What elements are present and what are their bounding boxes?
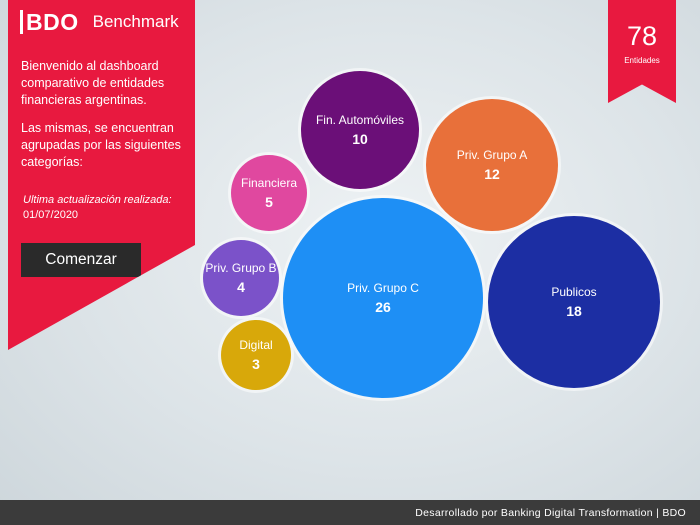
- bubble-priv-grupo-b[interactable]: Priv. Grupo B 4: [203, 240, 279, 316]
- bubble-label: Fin. Automóviles: [315, 113, 405, 127]
- footer: Desarrollado por Banking Digital Transfo…: [0, 500, 700, 525]
- bubble-value: 18: [566, 303, 582, 319]
- bubble-value: 26: [375, 299, 391, 315]
- last-update-label: Ultima actualización realizada:: [23, 194, 172, 206]
- bubble-publicos[interactable]: Publicos 18: [488, 216, 660, 388]
- bubble-label: Financiera: [240, 176, 298, 190]
- bubble-value: 10: [352, 131, 368, 147]
- category-bubbles: Fin. Automóviles 10 Priv. Grupo A 12 Fin…: [203, 71, 660, 398]
- entities-label: Entidades: [624, 56, 660, 65]
- last-update-date: 01/07/2020: [23, 209, 79, 221]
- bubble-label: Priv. Grupo B: [205, 261, 277, 275]
- bubble-label: Priv. Grupo C: [347, 281, 419, 295]
- bubble-label: Priv. Grupo A: [456, 148, 528, 162]
- welcome-text: Bienvenido al dashboard comparativo de e…: [21, 59, 165, 107]
- bdo-logo: BDO: [20, 10, 79, 34]
- bubble-priv-grupo-a[interactable]: Priv. Grupo A 12: [426, 99, 558, 231]
- app-title: Benchmark: [92, 12, 179, 31]
- footer-text: Desarrollado por Banking Digital Transfo…: [415, 506, 686, 519]
- bubble-value: 4: [237, 279, 245, 295]
- bubble-value: 3: [252, 356, 260, 372]
- bubble-label: Digital: [239, 338, 273, 352]
- bubble-financiera[interactable]: Financiera 5: [231, 155, 307, 231]
- intro-panel: BDO Benchmark Bienvenido al dashboard co…: [8, 0, 195, 350]
- last-update: Ultima actualización realizada: 01/07/20…: [23, 193, 188, 223]
- entities-count: 78: [626, 21, 658, 51]
- brand: BDO Benchmark: [20, 10, 179, 34]
- bubble-priv-grupo-c[interactable]: Priv. Grupo C 26: [283, 198, 483, 398]
- bubble-value: 5: [265, 194, 273, 210]
- bubble-value: 12: [484, 166, 500, 182]
- categories-intro-text: Las mismas, se encuentran agrupadas por …: [21, 121, 181, 169]
- start-button[interactable]: Comenzar: [21, 243, 141, 277]
- bubble-fin-automoviles[interactable]: Fin. Automóviles 10: [301, 71, 419, 189]
- bubble-digital[interactable]: Digital 3: [221, 320, 291, 390]
- entities-ribbon: 78 Entidades: [608, 0, 676, 103]
- bubble-label: Publicos: [551, 285, 597, 299]
